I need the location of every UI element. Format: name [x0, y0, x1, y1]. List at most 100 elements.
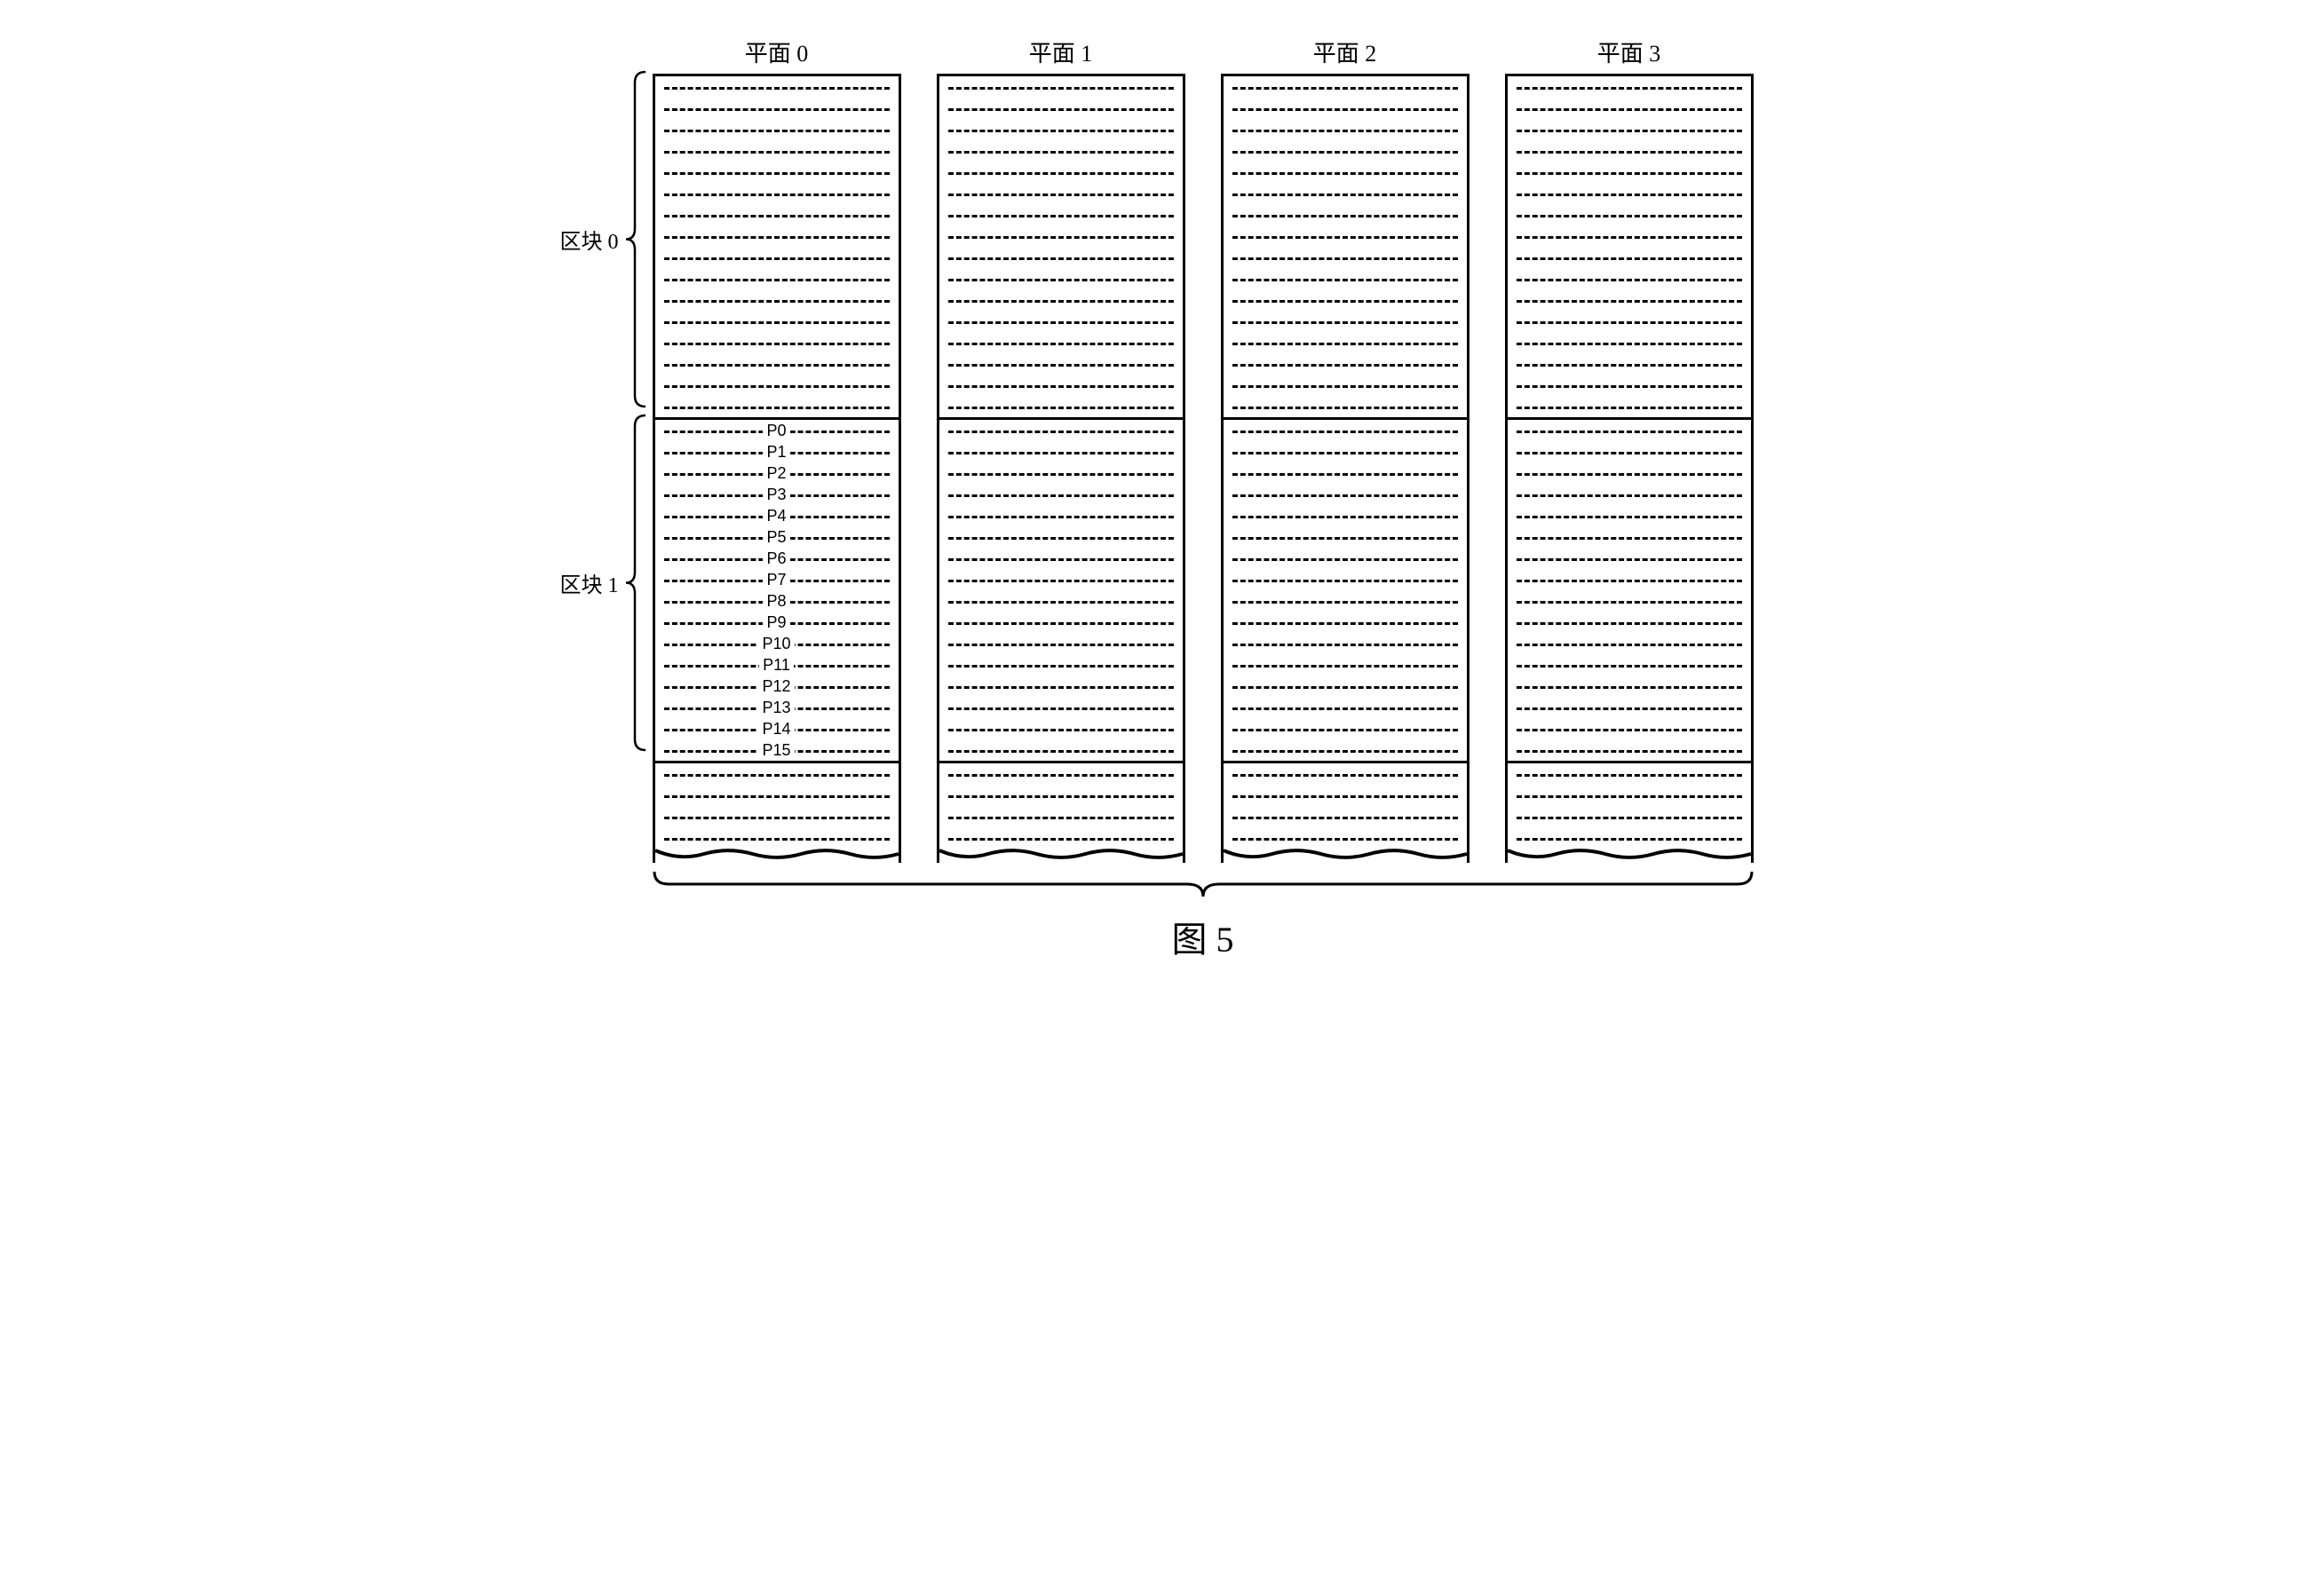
- page-row: P0: [655, 420, 899, 441]
- page-row: [655, 806, 899, 827]
- page-row: [1224, 225, 1467, 247]
- plane-header: 平面 2: [1221, 36, 1469, 68]
- dashed-line: [1517, 729, 1742, 731]
- dashed-line: [1232, 644, 1458, 646]
- page-row: [1224, 247, 1467, 268]
- page-row: [655, 119, 899, 140]
- block: [1224, 76, 1467, 420]
- dashed-line: [1232, 87, 1458, 90]
- page-row: [1224, 396, 1467, 417]
- dashed-line: [1517, 665, 1742, 668]
- curly-brace-icon: [624, 70, 646, 408]
- page-row: [1508, 140, 1751, 162]
- page-row: [1224, 569, 1467, 590]
- page-row: [939, 739, 1183, 761]
- page-row: P3: [655, 484, 899, 505]
- page-row: [1508, 441, 1751, 462]
- dashed-line: [1232, 707, 1458, 710]
- block: [1224, 420, 1467, 763]
- dashed-line: [664, 87, 890, 90]
- page-row: [939, 526, 1183, 548]
- page-row: [655, 311, 899, 332]
- page-row: [1224, 98, 1467, 119]
- dashed-line: [664, 130, 890, 132]
- dashed-line: [1232, 407, 1458, 409]
- dashed-line: [1232, 537, 1458, 540]
- dashed-line: [1232, 601, 1458, 604]
- plane: [937, 74, 1185, 863]
- dashed-line: [1517, 151, 1742, 154]
- page-row: [655, 162, 899, 183]
- page-row: [939, 225, 1183, 247]
- dashed-line: [948, 729, 1174, 731]
- dashed-line: [948, 215, 1174, 217]
- dashed-line: [948, 279, 1174, 281]
- dashed-line: [664, 343, 890, 345]
- page-label: P1: [763, 444, 789, 460]
- dashed-line: [948, 431, 1174, 433]
- dashed-line: [948, 87, 1174, 90]
- block-label: 区块 0: [560, 67, 646, 411]
- page-row: [939, 462, 1183, 484]
- dashed-line: [664, 257, 890, 260]
- page-row: [655, 268, 899, 289]
- page-row: P11: [655, 654, 899, 676]
- page-row: [655, 98, 899, 119]
- page-row: [1508, 204, 1751, 225]
- dashed-line: [1517, 838, 1742, 841]
- block: [939, 76, 1183, 420]
- dashed-line: [948, 601, 1174, 604]
- page-row: [1508, 569, 1751, 590]
- dashed-line: [1517, 750, 1742, 753]
- page-row: P7: [655, 569, 899, 590]
- page-row: P10: [655, 633, 899, 654]
- dashed-line: [1232, 343, 1458, 345]
- page-label: P15: [758, 742, 794, 758]
- dashed-line: [1232, 236, 1458, 239]
- dashed-line: [1232, 452, 1458, 454]
- plane-header: 平面 3: [1505, 36, 1754, 68]
- dashed-line: [1517, 407, 1742, 409]
- page-row: [939, 548, 1183, 569]
- dashed-line: [1517, 364, 1742, 367]
- page-row: P2: [655, 462, 899, 484]
- dashed-line: [948, 494, 1174, 497]
- dashed-line: [1517, 601, 1742, 604]
- page-row: P15: [655, 739, 899, 761]
- page-row: [1224, 441, 1467, 462]
- dashed-line: [1232, 108, 1458, 111]
- page-row: [1508, 526, 1751, 548]
- dashed-line: [948, 194, 1174, 196]
- page-row: [1224, 375, 1467, 396]
- dashed-line: [948, 774, 1174, 777]
- dashed-line: [664, 151, 890, 154]
- dashed-line: [1232, 817, 1458, 819]
- dashed-line: [1517, 580, 1742, 582]
- dashed-line: [948, 257, 1174, 260]
- plane: [1505, 74, 1754, 863]
- dashed-line: [664, 194, 890, 196]
- page-row: [1508, 590, 1751, 612]
- page-row: P13: [655, 697, 899, 718]
- block: [939, 420, 1183, 763]
- dashed-line: [1232, 364, 1458, 367]
- dashed-line: [948, 364, 1174, 367]
- page-row: [1224, 590, 1467, 612]
- page-row: [1224, 718, 1467, 739]
- page-row: [939, 289, 1183, 311]
- page-row: [1508, 98, 1751, 119]
- page-row: [939, 484, 1183, 505]
- dashed-line: [1232, 194, 1458, 196]
- page-row: [1224, 548, 1467, 569]
- page-row: P6: [655, 548, 899, 569]
- page-row: [939, 806, 1183, 827]
- dashed-line: [1517, 343, 1742, 345]
- dashed-line: [948, 537, 1174, 540]
- dashed-line: [664, 795, 890, 798]
- page-label: P4: [763, 508, 789, 524]
- dashed-line: [1232, 431, 1458, 433]
- dashed-line: [1232, 494, 1458, 497]
- page-label: P5: [763, 529, 789, 545]
- page-row: [655, 225, 899, 247]
- page-row: [1224, 676, 1467, 697]
